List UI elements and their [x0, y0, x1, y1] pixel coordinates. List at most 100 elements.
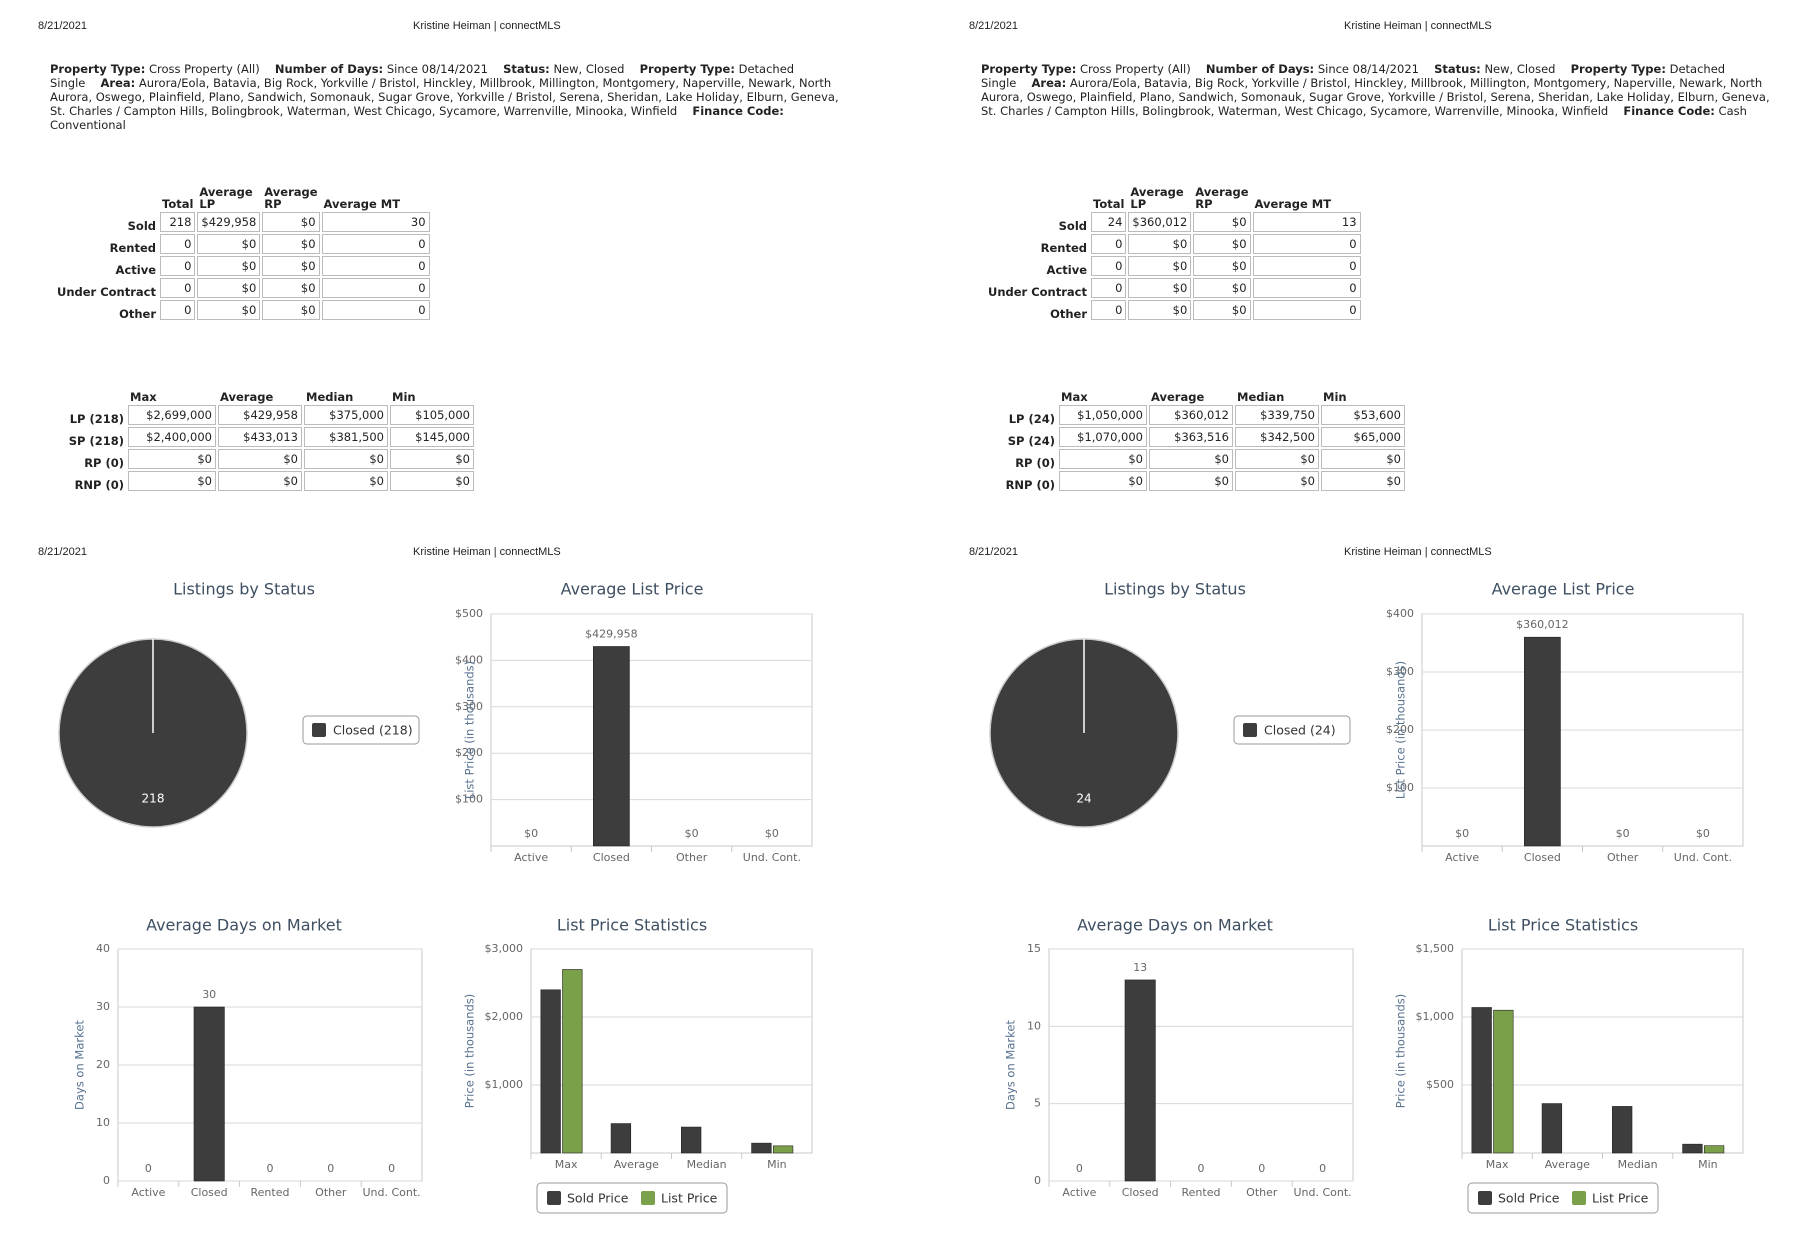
table-cell: 0 — [1252, 278, 1361, 298]
y-tick-label: $200 — [455, 746, 483, 759]
table-cell: $53,600 — [1321, 405, 1405, 425]
bar — [1612, 1106, 1633, 1154]
criteria-value: Conventional — [50, 118, 126, 132]
value-label: $0 — [524, 827, 538, 840]
table-cell: $0 — [197, 256, 261, 276]
table-cell: $429,958 — [218, 405, 302, 425]
header-row: Total Average LP Average RP Average MT — [981, 186, 1361, 210]
chart-title: Average Days on Market — [1077, 916, 1273, 935]
table-cell: 0 — [1252, 234, 1361, 254]
row-label: Other — [119, 307, 156, 321]
table-cell: $1,070,000 — [1059, 427, 1147, 447]
legend-label: Closed (24) — [1264, 723, 1336, 738]
x-tick-label: Active — [131, 1186, 165, 1199]
y-tick-label: $200 — [1386, 723, 1414, 736]
table-cell: 0 — [321, 234, 430, 254]
criteria-label: Number of Days: — [1205, 62, 1315, 76]
x-tick-label: Min — [767, 1158, 787, 1171]
table-cell: $0 — [390, 449, 474, 469]
legend-label: Sold Price — [567, 1191, 629, 1206]
header-row: Total Average LP Average RP Average MT — [50, 186, 430, 210]
row-label: LP (218) — [69, 412, 124, 426]
y-axis-label: Price (in thousands) — [1394, 994, 1408, 1109]
criteria-label: Property Type: — [981, 62, 1077, 76]
x-tick-label: Min — [1698, 1158, 1718, 1171]
table-row: LP (24) $1,050,000 $360,012 $339,750 $53,600 — [987, 405, 1405, 425]
y-tick-label: $300 — [1386, 665, 1414, 678]
x-tick-label: Median — [1618, 1158, 1658, 1171]
y-axis-label: List Price (in thousands) — [463, 661, 477, 799]
row-label: Sold — [1058, 219, 1087, 233]
table-row: Other 0 $0 $0 0 — [50, 300, 430, 320]
chart-title: Average List Price — [561, 580, 704, 599]
y-tick-label: $400 — [455, 653, 483, 666]
table-cell: 0 — [160, 234, 196, 254]
value-label: 0 — [1258, 1162, 1265, 1175]
row-label: Rented — [109, 241, 156, 255]
value-label: $0 — [685, 827, 699, 840]
table-row: Sold 24 $360,012 $0 13 — [981, 212, 1361, 232]
x-tick-label: Active — [1445, 851, 1479, 864]
header-date: 8/21/2021 — [38, 546, 87, 558]
table-row: Rented 0 $0 $0 0 — [50, 234, 430, 254]
y-tick-label: $500 — [1426, 1078, 1454, 1091]
bar — [1124, 979, 1156, 1182]
y-axis-label: Days on Market — [73, 1020, 87, 1110]
column-header: Average MT — [323, 197, 401, 211]
y-tick-label: 10 — [96, 1116, 110, 1129]
table-cell: $0 — [262, 278, 320, 298]
header-byline: Kristine Heiman | connectMLS — [413, 546, 561, 558]
bar — [593, 646, 630, 847]
table-row: RNP (0) $0 $0 $0 $0 — [987, 471, 1405, 491]
table-cell: 0 — [1091, 234, 1127, 254]
row-label: RNP (0) — [1005, 478, 1055, 492]
bar — [1703, 1145, 1725, 1154]
bar — [1524, 636, 1561, 847]
criteria-value: Since 08/14/2021 — [386, 62, 488, 76]
table-cell: 0 — [160, 256, 196, 276]
table-cell: $0 — [262, 212, 320, 232]
table-cell: 0 — [1252, 300, 1361, 320]
value-label: 0 — [145, 1162, 152, 1175]
criteria-label: Property Type: — [50, 62, 146, 76]
legend-swatch — [1478, 1191, 1492, 1205]
y-tick-label: 30 — [96, 1000, 110, 1013]
column-header: Average — [220, 390, 274, 404]
table-row: LP (218) $2,699,000 $429,958 $375,000 $105,0… — [56, 405, 474, 425]
table-cell: $0 — [390, 471, 474, 491]
criteria-value: Since 08/14/2021 — [1317, 62, 1419, 76]
bar — [751, 1142, 772, 1154]
table-cell: $0 — [197, 234, 261, 254]
table-cell: $360,012 — [1128, 212, 1192, 232]
x-tick-label: Other — [676, 851, 708, 864]
table-row: Active 0 $0 $0 0 — [50, 256, 430, 276]
table-cell: $381,500 — [304, 427, 388, 447]
table-row: Other 0 $0 $0 0 — [981, 300, 1361, 320]
value-label: 0 — [1076, 1162, 1083, 1175]
criteria-label: Area: — [1031, 76, 1067, 90]
stats-table: Max Average Median Min LP (24) $1,050,000 $360… — [985, 389, 1407, 493]
table-cell: $0 — [1235, 449, 1319, 469]
chart-title: List Price Statistics — [1488, 916, 1638, 935]
chart-title: List Price Statistics — [557, 916, 707, 935]
table-cell: 0 — [1091, 278, 1127, 298]
table-cell: $0 — [1193, 300, 1251, 320]
corner — [987, 391, 1057, 403]
table-cell: 0 — [1252, 256, 1361, 276]
value-label: $0 — [1696, 827, 1710, 840]
criteria-value: Cross Property (All) — [148, 62, 260, 76]
row-label: Under Contract — [987, 285, 1087, 299]
table-cell: 0 — [160, 278, 196, 298]
table-cell: 0 — [321, 256, 430, 276]
table-cell: $0 — [1059, 449, 1147, 469]
table-cell: $0 — [1193, 234, 1251, 254]
table-cell: 0 — [321, 300, 430, 320]
table-row: Under Contract 0 $0 $0 0 — [50, 278, 430, 298]
y-tick-label: 5 — [1034, 1097, 1041, 1110]
table-cell: 24 — [1091, 212, 1127, 232]
column-header: Average LP — [199, 185, 253, 211]
x-tick-label: Other — [1246, 1186, 1278, 1199]
row-label: Other — [1050, 307, 1087, 321]
bar — [193, 1006, 225, 1182]
table-cell: $0 — [1128, 278, 1192, 298]
